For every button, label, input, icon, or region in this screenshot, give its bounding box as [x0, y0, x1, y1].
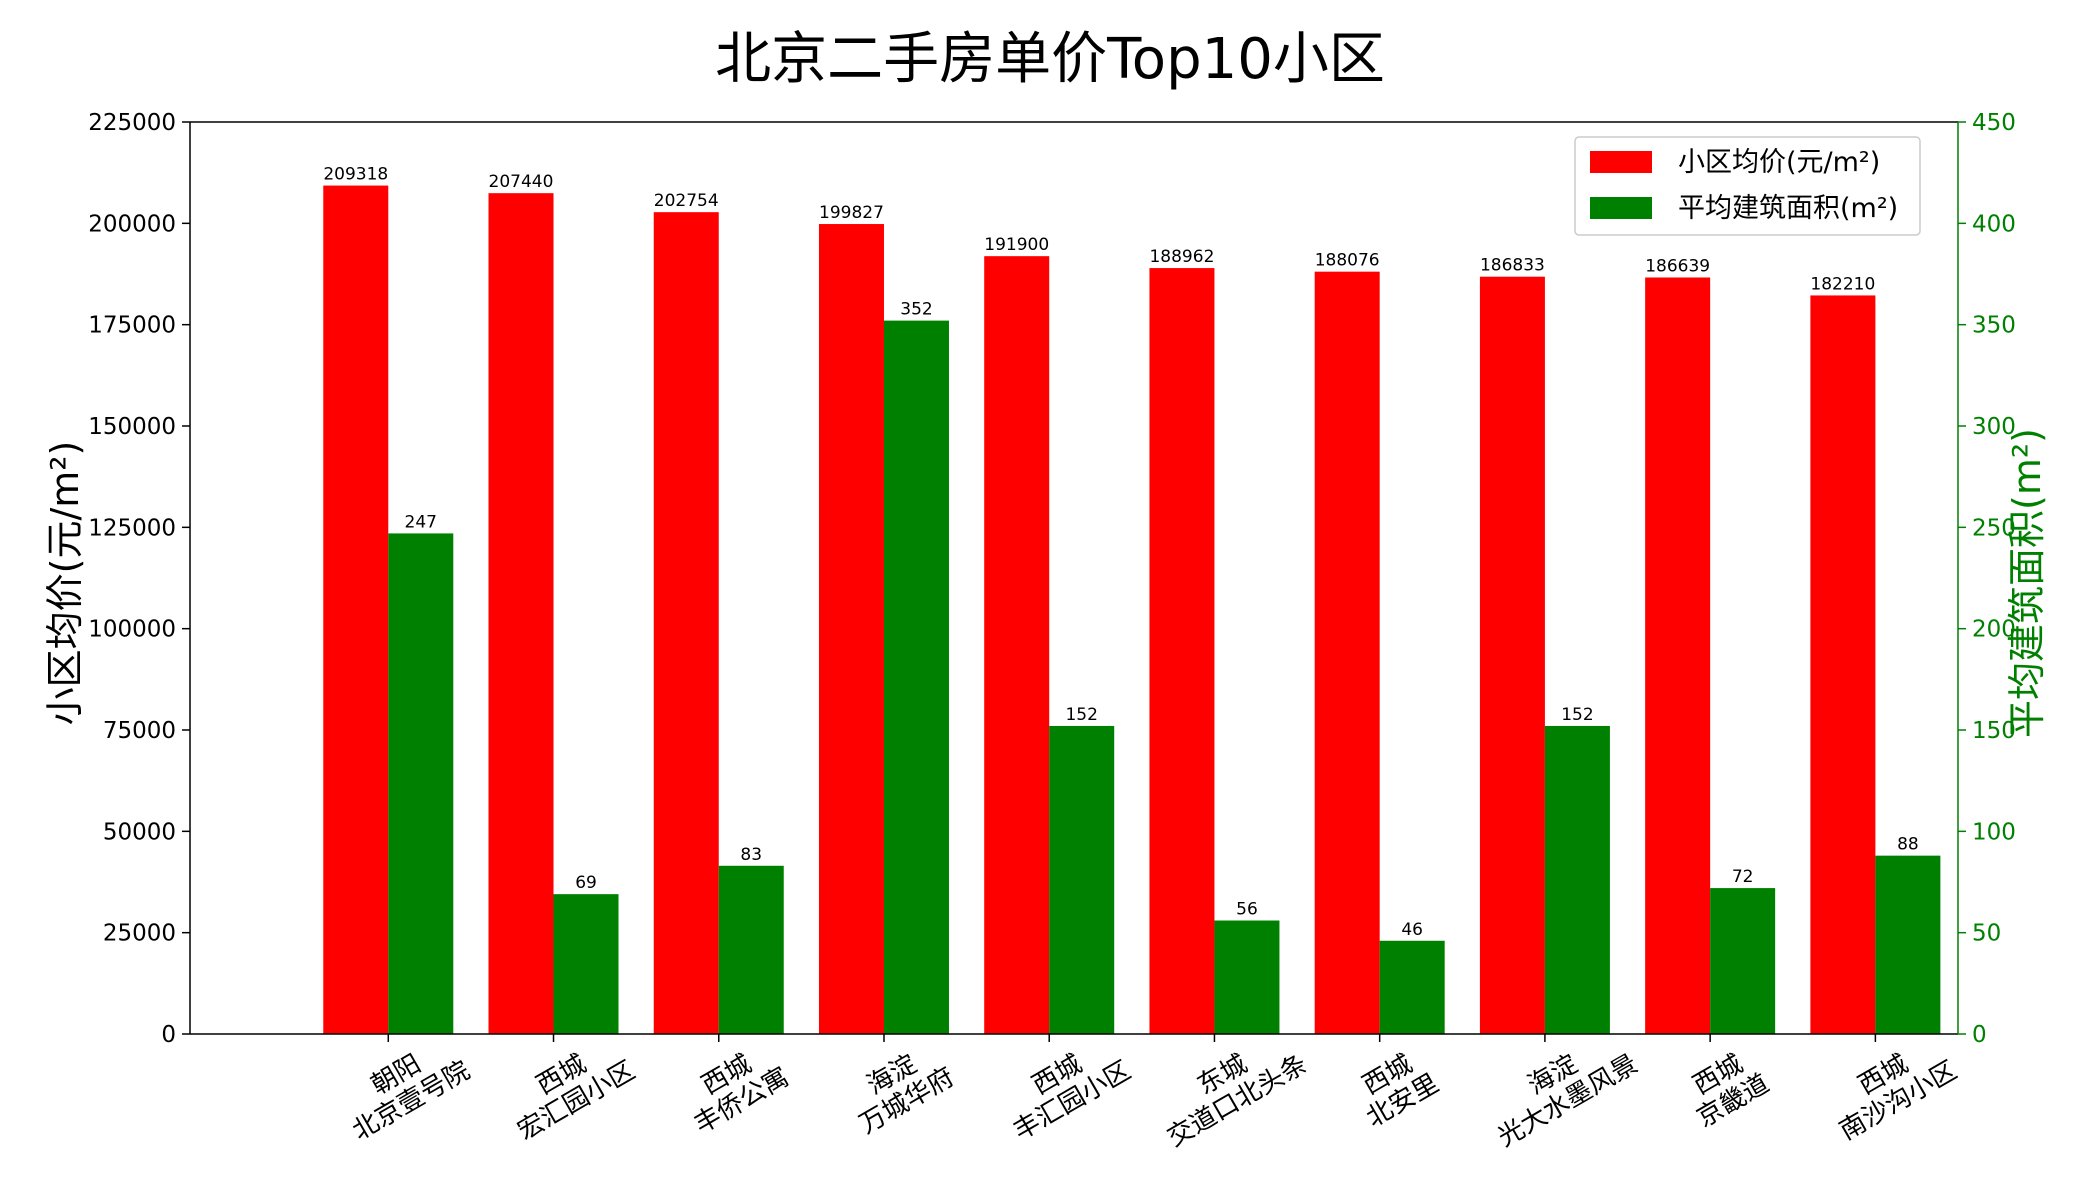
bar-price-3 — [818, 224, 884, 1035]
y-tick-label-right-4: 200 — [1972, 617, 2016, 643]
y-tick-label-left-4: 100000 — [88, 617, 176, 643]
y-tick-label-right-2: 100 — [1972, 819, 2016, 845]
data-label-price-4: 191900 — [984, 235, 1049, 255]
legend-label-0: 小区均价(元/m²) — [1678, 147, 1880, 178]
data-label-price-8: 186639 — [1645, 256, 1710, 276]
y-tick-label-right-3: 150 — [1972, 718, 2016, 744]
data-label-area-5: 56 — [1236, 900, 1258, 920]
y-tick-label-right-0: 0 — [1972, 1022, 1987, 1048]
bar-area-7 — [1544, 725, 1610, 1034]
legend-label-1: 平均建筑面积(m²) — [1678, 193, 1898, 224]
data-label-area-4: 152 — [1065, 705, 1097, 725]
bar-price-5 — [1149, 268, 1215, 1034]
data-label-area-7: 152 — [1561, 705, 1593, 725]
data-label-price-9: 182210 — [1810, 274, 1875, 294]
data-label-area-2: 83 — [740, 845, 762, 865]
data-label-price-2: 202754 — [654, 191, 719, 211]
data-label-price-5: 188962 — [1149, 247, 1214, 267]
bar-price-1 — [488, 193, 554, 1035]
data-label-area-9: 88 — [1897, 835, 1919, 855]
data-label-area-8: 72 — [1732, 867, 1754, 887]
bar-price-7 — [1479, 276, 1545, 1034]
y-tick-label-right-1: 50 — [1972, 921, 2001, 947]
data-label-price-0: 209318 — [323, 165, 388, 185]
bar-area-0 — [388, 533, 454, 1034]
bar-price-9 — [1810, 295, 1876, 1034]
y-tick-label-left-5: 125000 — [88, 515, 176, 541]
bar-price-8 — [1645, 277, 1711, 1034]
data-label-area-6: 46 — [1401, 920, 1423, 940]
chart-title: 北京二手房单价Top10小区 — [715, 27, 1385, 92]
bar-area-6 — [1379, 940, 1445, 1034]
bar-price-0 — [323, 185, 389, 1034]
y-tick-label-right-5: 250 — [1972, 515, 2016, 541]
legend: 小区均价(元/m²) 平均建筑面积(m²) — [1574, 136, 1921, 236]
bar-area-4 — [1049, 725, 1115, 1034]
data-label-price-7: 186833 — [1480, 256, 1545, 276]
bars-layer — [323, 185, 1941, 1035]
y-tick-label-left-7: 175000 — [88, 313, 176, 339]
y-tick-label-left-9: 225000 — [88, 110, 176, 136]
y-tick-label-left-8: 200000 — [88, 211, 176, 237]
data-label-price-3: 199827 — [819, 203, 884, 223]
bar-area-3 — [883, 320, 949, 1034]
legend-box — [1574, 136, 1921, 236]
y-tick-label-left-1: 25000 — [103, 921, 176, 947]
y-axis-label-right: 平均建筑面积(m²) — [2005, 428, 2049, 738]
bar-area-8 — [1710, 888, 1776, 1034]
y-tick-label-right-8: 400 — [1972, 211, 2016, 237]
y-tick-label-right-9: 450 — [1972, 110, 2016, 136]
data-label-area-0: 247 — [405, 512, 437, 532]
y-tick-label-left-6: 150000 — [88, 414, 176, 440]
y-tick-label-right-6: 300 — [1972, 414, 2016, 440]
bar-area-5 — [1214, 920, 1280, 1034]
bar-price-6 — [1314, 271, 1380, 1034]
y-tick-label-left-3: 75000 — [103, 718, 176, 744]
legend-swatch-1 — [1590, 197, 1652, 219]
y-tick-label-right-7: 350 — [1972, 313, 2016, 339]
y-tick-label-left-2: 50000 — [103, 819, 176, 845]
y-axis-label-left: 小区均价(元/m²) — [43, 441, 87, 726]
legend-swatch-0 — [1590, 151, 1652, 173]
data-label-price-1: 207440 — [489, 172, 554, 192]
data-label-price-6: 188076 — [1315, 251, 1380, 271]
data-label-area-3: 352 — [900, 300, 932, 320]
data-label-area-1: 69 — [575, 873, 597, 893]
bar-area-2 — [718, 865, 784, 1034]
bar-area-9 — [1875, 855, 1941, 1034]
bar-area-1 — [553, 894, 619, 1034]
y-tick-label-left-0: 0 — [161, 1022, 176, 1048]
bar-price-2 — [653, 212, 719, 1034]
bar-price-4 — [984, 256, 1050, 1034]
axes-layer: 0 25000 50000 75000 100000 125000 150000 175000… — [88, 110, 2016, 1048]
